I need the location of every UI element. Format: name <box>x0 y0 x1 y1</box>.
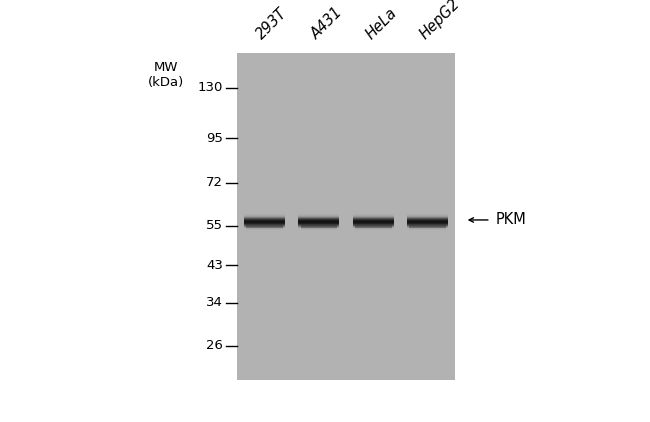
Text: HepG2: HepG2 <box>417 0 463 42</box>
Text: 95: 95 <box>206 132 223 145</box>
Text: HeLa: HeLa <box>363 5 400 42</box>
Text: 72: 72 <box>206 176 223 189</box>
Text: 34: 34 <box>206 296 223 309</box>
Text: A431: A431 <box>308 5 346 42</box>
Text: 55: 55 <box>206 219 223 232</box>
Text: 293T: 293T <box>254 5 291 42</box>
Text: PKM: PKM <box>495 212 526 227</box>
Text: 130: 130 <box>198 81 223 95</box>
Text: 43: 43 <box>206 259 223 272</box>
Text: 26: 26 <box>206 339 223 352</box>
Text: MW
(kDa): MW (kDa) <box>148 61 184 89</box>
